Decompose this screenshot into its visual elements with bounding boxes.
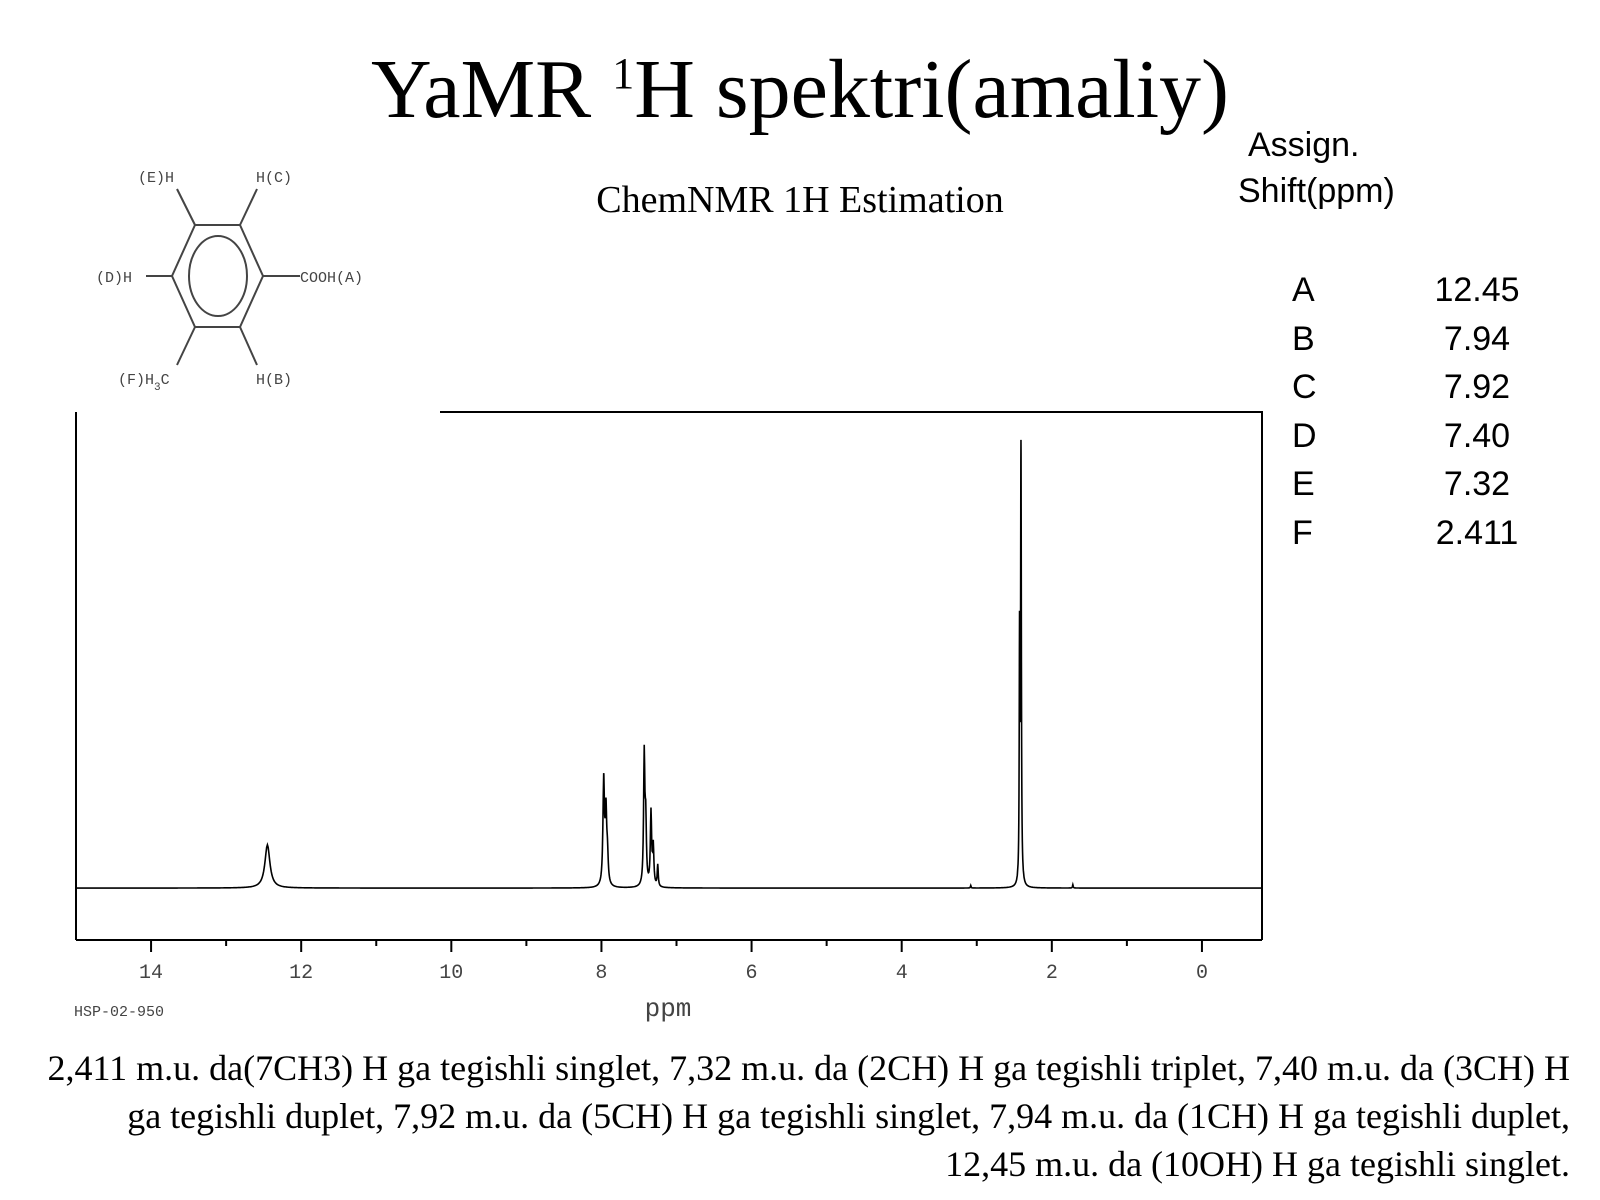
x-tick-label: 8 — [595, 962, 607, 985]
assignment-shift: 7.94 — [1443, 319, 1511, 358]
assignment-row: D 7.40 — [1292, 412, 1552, 461]
molecule-structure: (E)H H(C) (D)H COOH(A) (F)H3C H(B) — [96, 170, 363, 394]
label-a: COOH(A) — [300, 270, 363, 287]
x-tick-label: 2 — [1046, 962, 1058, 985]
assignment-row: E 7.32 — [1292, 460, 1552, 509]
label-d: (D)H — [96, 270, 132, 287]
x-tick-label: 10 — [439, 962, 463, 985]
assignment-row: C 7.92 — [1292, 363, 1552, 412]
assignment-shift: 7.32 — [1443, 465, 1511, 503]
label-b: H(B) — [256, 372, 292, 389]
assignment-label: F — [1292, 513, 1313, 552]
assignment-row: F 2.411 — [1292, 509, 1552, 558]
x-tick-label: 4 — [896, 962, 908, 985]
bond-c — [239, 188, 258, 226]
assignment-label: B — [1292, 319, 1315, 358]
assignment-shift: 7.40 — [1443, 416, 1511, 455]
assignment-label: A — [1292, 271, 1315, 309]
assignment-row: B 7.94 — [1292, 315, 1552, 364]
assignment-label: C — [1292, 368, 1317, 406]
assignment-row: A 12.45 — [1292, 266, 1552, 315]
assignment-shift: 2.411 — [1435, 513, 1519, 552]
assignment-shift: 7.92 — [1443, 368, 1511, 406]
assignment-header: Assign. Shift(ppm) — [1238, 122, 1395, 214]
bond-f — [176, 326, 196, 366]
page-title: YaMR 1H spektri(amaliy) — [370, 43, 1230, 136]
bond-e — [176, 188, 196, 226]
bond-b — [239, 326, 258, 366]
x-axis-label: ppm — [645, 994, 692, 1024]
chart-subtitle: ChemNMR 1H Estimation — [596, 179, 1004, 221]
assignment-label: E — [1292, 465, 1315, 503]
plot-frame-top — [440, 411, 1263, 940]
x-tick-label: 12 — [289, 962, 313, 985]
spectrum-trace — [76, 439, 1262, 889]
x-tick-label: 0 — [1196, 962, 1208, 985]
assignment-shift: 12.45 — [1434, 271, 1520, 309]
assignment-header-unit: Shift(ppm) — [1238, 172, 1395, 210]
caption: 2,411 m.u. da(7CH3) H ga tegishli single… — [47, 1048, 1570, 1184]
aromatic-circle — [188, 235, 248, 317]
x-tick-label: 14 — [139, 962, 163, 985]
title-superscript: 1 — [612, 49, 635, 98]
x-tick-label: 6 — [746, 962, 758, 985]
label-c: H(C) — [256, 170, 292, 187]
assignment-table: A 12.45 B 7.94 C 7.92 D 7.40 E 7.32 F 2.411 — [1292, 266, 1552, 557]
assignment-label: D — [1292, 416, 1317, 455]
assignment-header-label: Assign. — [1248, 126, 1360, 164]
sample-id: HSP-02-950 — [74, 1004, 164, 1021]
label-e: (E)H — [138, 170, 174, 187]
